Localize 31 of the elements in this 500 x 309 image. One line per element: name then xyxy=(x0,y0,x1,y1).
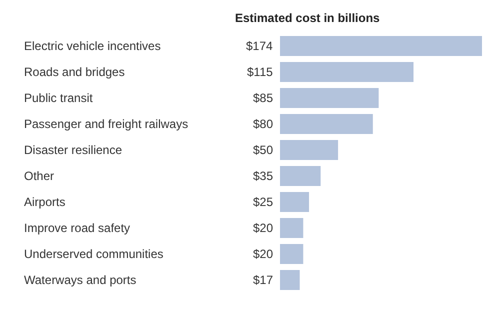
bar xyxy=(280,166,321,186)
bar xyxy=(280,244,304,264)
y-tick-label: Underserved communities xyxy=(24,247,164,261)
y-tick-label: Passenger and freight railways xyxy=(24,117,188,131)
data-label: $35 xyxy=(253,169,274,183)
bar xyxy=(280,88,379,108)
bar xyxy=(280,62,414,82)
data-label: $80 xyxy=(253,117,274,131)
y-tick-label: Waterways and ports xyxy=(24,273,136,287)
data-label: $20 xyxy=(253,247,274,261)
y-tick-label: Public transit xyxy=(24,91,94,105)
bar xyxy=(280,140,338,160)
bar xyxy=(280,36,482,56)
data-label: $85 xyxy=(253,91,274,105)
bar xyxy=(280,114,373,134)
y-tick-label: Disaster resilience xyxy=(24,143,122,157)
data-label: $50 xyxy=(253,143,274,157)
y-tick-label: Improve road safety xyxy=(24,221,130,235)
y-tick-label: Airports xyxy=(24,195,66,209)
y-tick-label: Electric vehicle incentives xyxy=(24,39,161,53)
chart-title: Estimated cost in billions xyxy=(235,11,380,26)
y-tick-label: Other xyxy=(24,169,54,183)
bar xyxy=(280,218,304,238)
bar xyxy=(280,192,310,212)
bar xyxy=(280,270,300,290)
data-label: $115 xyxy=(247,65,274,79)
data-label: $17 xyxy=(253,273,274,287)
y-tick-label: Roads and bridges xyxy=(24,65,125,79)
data-label: $174 xyxy=(246,39,274,53)
data-label: $25 xyxy=(253,195,274,209)
data-label: $20 xyxy=(253,221,274,235)
